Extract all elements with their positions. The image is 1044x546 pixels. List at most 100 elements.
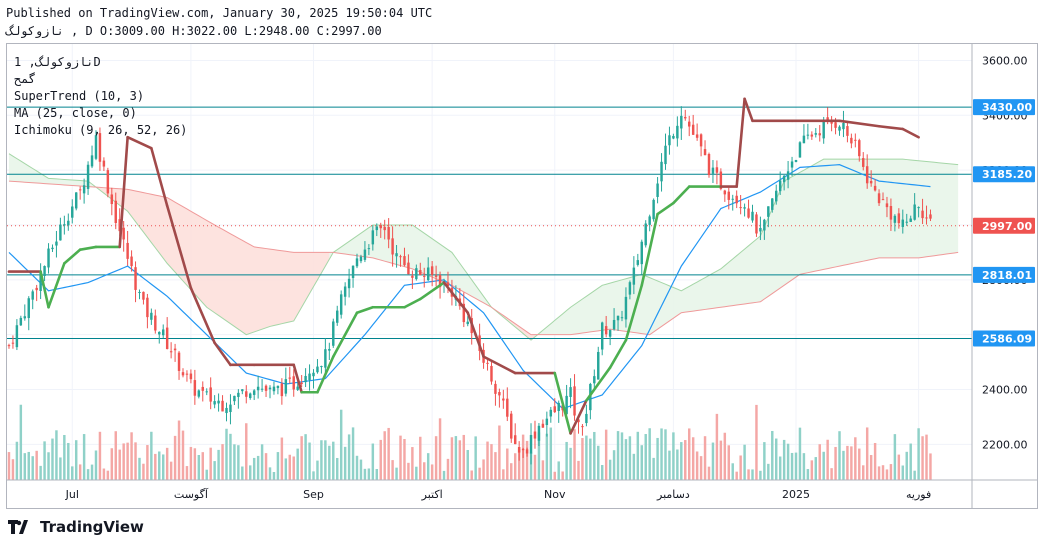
published-caption: Published on TradingView.com, January 30… bbox=[6, 6, 433, 20]
candle-body bbox=[359, 256, 363, 262]
candle-body bbox=[593, 376, 596, 384]
level-label-bg bbox=[973, 266, 1035, 283]
volume-bar bbox=[636, 431, 640, 480]
volume-bar bbox=[430, 464, 434, 480]
candle-body bbox=[913, 204, 916, 220]
candle-body bbox=[411, 275, 414, 278]
volume-bar bbox=[462, 434, 466, 480]
candle-body bbox=[893, 215, 897, 223]
volume-bar bbox=[616, 431, 620, 480]
volume-bar bbox=[786, 443, 790, 480]
candle-body bbox=[640, 241, 643, 265]
volume-bar bbox=[395, 467, 398, 480]
volume-bar bbox=[751, 469, 754, 480]
volume-bar bbox=[901, 465, 905, 480]
candle-body bbox=[154, 315, 157, 331]
volume-bar bbox=[74, 440, 78, 480]
volume-bar bbox=[114, 431, 117, 480]
candle-body bbox=[703, 149, 707, 156]
volume-bar bbox=[426, 453, 430, 480]
volume-bar bbox=[23, 453, 27, 480]
volume-bar bbox=[782, 439, 786, 480]
ma-line bbox=[8, 164, 931, 410]
volume-bar bbox=[324, 440, 327, 480]
candle-body bbox=[249, 393, 252, 399]
volume-bar bbox=[707, 466, 711, 480]
candle-body bbox=[597, 351, 600, 380]
volume-bar bbox=[684, 440, 687, 480]
candle-body bbox=[687, 121, 691, 127]
level-label: 2818.01 bbox=[982, 269, 1032, 282]
candle-body bbox=[616, 315, 620, 321]
supertrend-segment bbox=[292, 363, 303, 394]
candle-body bbox=[146, 297, 149, 318]
legend-supertrend[interactable]: SuperTrend (10, 3) bbox=[14, 89, 144, 103]
candle-body bbox=[181, 372, 185, 376]
volume-bar bbox=[217, 449, 220, 480]
candle-body bbox=[794, 160, 798, 162]
candle-body bbox=[336, 310, 339, 323]
volume-bar bbox=[826, 439, 829, 480]
candle-body bbox=[106, 170, 110, 194]
supertrend-segment bbox=[735, 97, 746, 188]
volume-bar bbox=[644, 434, 647, 480]
volume-bar bbox=[691, 437, 695, 480]
tradingview-logo[interactable]: TradingView bbox=[8, 518, 144, 536]
candle-body bbox=[229, 404, 232, 413]
volume-bar bbox=[454, 436, 458, 480]
candle-body bbox=[660, 161, 663, 182]
volume-bar bbox=[419, 436, 422, 480]
candle-body bbox=[320, 366, 323, 368]
legend-ichimoku[interactable]: Ichimoku (9, 26, 52, 26) bbox=[14, 123, 187, 137]
volume-bar bbox=[929, 453, 932, 480]
chart-frame[interactable] bbox=[6, 43, 1038, 509]
candle-body bbox=[35, 287, 38, 291]
time-tick-label: Nov bbox=[544, 488, 566, 501]
legend-sub: گمح bbox=[14, 72, 36, 86]
volume-bar bbox=[648, 428, 651, 480]
candle-body bbox=[929, 214, 932, 219]
candle-body bbox=[110, 194, 114, 205]
volume-bar bbox=[71, 466, 74, 480]
volume-bar bbox=[423, 462, 426, 480]
candle-body bbox=[391, 238, 394, 255]
supertrend-segment bbox=[150, 146, 169, 208]
candle-body bbox=[118, 219, 121, 232]
cloud-bull bbox=[8, 153, 96, 188]
volume-bar bbox=[391, 460, 394, 480]
candle-body bbox=[822, 121, 825, 139]
volume-bar bbox=[466, 450, 469, 480]
candle-body bbox=[11, 342, 15, 344]
volume-bar bbox=[221, 444, 224, 480]
volume-bar bbox=[593, 431, 596, 480]
candle-body bbox=[260, 388, 264, 390]
candle-body bbox=[818, 133, 821, 136]
volume-bar bbox=[55, 430, 58, 480]
candle-body bbox=[217, 400, 220, 404]
supertrend-segment bbox=[63, 248, 82, 265]
candle-body bbox=[272, 386, 276, 392]
candle-body bbox=[43, 266, 46, 277]
volume-bar bbox=[35, 450, 38, 480]
supertrend-segment bbox=[569, 399, 588, 435]
candle-body bbox=[339, 294, 343, 315]
volume-bar bbox=[525, 440, 529, 480]
candle-body bbox=[620, 317, 624, 319]
volume-bar bbox=[850, 446, 853, 480]
volume-bar bbox=[403, 439, 406, 480]
candle-body bbox=[296, 386, 299, 390]
candle-body bbox=[624, 296, 628, 320]
price-axis: 2200.002400.002600.002800.003000.003200.… bbox=[971, 44, 1035, 508]
legend-ma[interactable]: MA (25, close, 0) bbox=[14, 106, 137, 120]
volume-bar bbox=[628, 436, 632, 480]
price-tick-label: 2200.00 bbox=[982, 438, 1028, 451]
volume-bar bbox=[150, 431, 153, 480]
candle-body bbox=[909, 218, 912, 222]
candle-body bbox=[351, 265, 355, 279]
volume-bar bbox=[885, 469, 889, 480]
candle-body bbox=[19, 317, 23, 326]
volume-bar bbox=[711, 442, 715, 480]
candle-body bbox=[684, 116, 687, 119]
time-tick-label: دسامبر bbox=[656, 488, 690, 501]
